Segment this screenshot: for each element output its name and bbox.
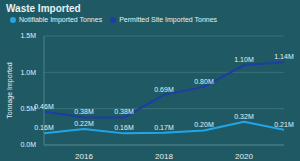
html-text:Permitted Site Imported Tonnes: Permitted Site Imported Tonnes (119, 16, 218, 23)
svg-text:Tonnage Imported: Tonnage Imported (8, 62, 14, 119)
svg-text:2018: 2018 (155, 152, 173, 161)
html-text:Notifiable Imported Tonnes: Notifiable Imported Tonnes (19, 16, 103, 23)
svg-text:0.32M: 0.32M (234, 113, 254, 120)
svg-text:0.22M: 0.22M (74, 120, 94, 127)
svg-text:0.21M: 0.21M (274, 121, 292, 128)
svg-text:0.38M: 0.38M (74, 108, 94, 115)
svg-text:2020: 2020 (235, 152, 253, 161)
svg-text:0.17M: 0.17M (154, 124, 174, 131)
svg-text:1.5M: 1.5M (20, 32, 36, 39)
svg-text:0.5M: 0.5M (20, 105, 36, 113)
svg-text:2016: 2016 (75, 152, 93, 161)
svg-text:0.16M: 0.16M (34, 124, 54, 131)
svg-text:1.0M: 1.0M (20, 69, 36, 76)
svg-text:0.20M: 0.20M (194, 121, 214, 128)
svg-text:0.80M: 0.80M (194, 78, 214, 85)
svg-text:0.38M: 0.38M (114, 108, 134, 115)
svg-text:1.10M: 1.10M (234, 56, 254, 63)
svg-text:0.0M: 0.0M (20, 141, 36, 148)
svg-text:1.14M: 1.14M (274, 53, 292, 60)
html-text:Waste Imported: Waste Imported (6, 3, 81, 14)
svg-text:0.69M: 0.69M (154, 86, 174, 93)
svg-text:0.46M: 0.46M (34, 103, 54, 110)
svg-text:0.16M: 0.16M (114, 124, 134, 131)
